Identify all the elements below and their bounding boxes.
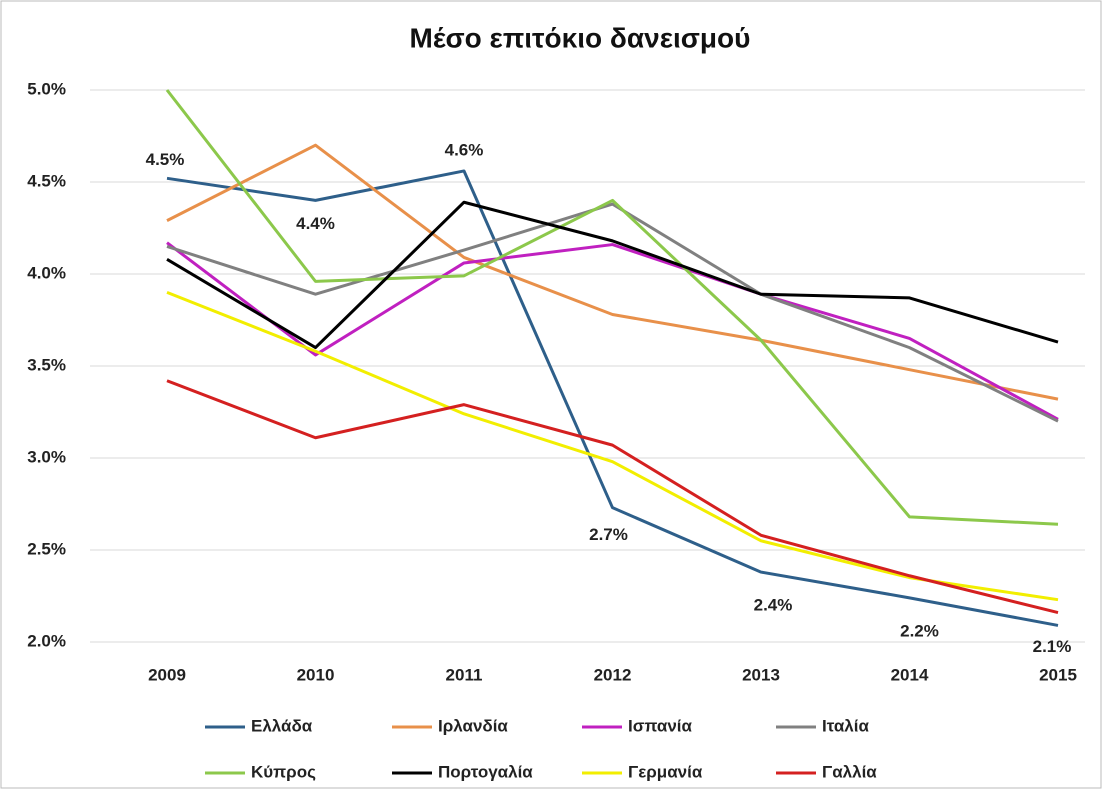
- legend-label: Ιρλανδία: [438, 716, 508, 735]
- series-line: [166, 169, 1059, 627]
- data-label: 2.1%: [1033, 637, 1072, 656]
- x-tick-label: 2012: [594, 665, 632, 684]
- x-tick-label: 2015: [1039, 665, 1077, 684]
- x-tick-label: 2013: [742, 665, 780, 684]
- series-line: [166, 291, 1059, 602]
- legend-label: Γαλλία: [822, 762, 877, 781]
- data-label: 2.2%: [900, 621, 939, 640]
- y-tick-label: 2.0%: [27, 631, 66, 650]
- x-tick-label: 2014: [891, 665, 929, 684]
- data-label: 4.5%: [146, 150, 185, 169]
- legend-label: Ισπανία: [628, 716, 693, 735]
- data-label: 4.6%: [445, 140, 484, 159]
- chart-title: Μέσο επιτόκιο δανεισμού: [410, 22, 751, 53]
- series-line: [166, 241, 1059, 421]
- legend-label: Πορτογαλία: [438, 762, 533, 781]
- data-label: 2.4%: [754, 596, 793, 615]
- data-label: 2.7%: [589, 525, 628, 544]
- series-line: [166, 202, 1059, 423]
- y-tick-label: 4.0%: [27, 263, 66, 282]
- y-tick-label: 3.0%: [27, 447, 66, 466]
- y-tick-label: 4.5%: [27, 171, 66, 190]
- series-line: [166, 143, 1059, 401]
- x-tick-label: 2010: [297, 665, 335, 684]
- legend-label: Ιταλία: [822, 716, 869, 735]
- series-line: [165, 89, 1059, 526]
- y-tick-label: 2.5%: [27, 539, 66, 558]
- legend-label: Κύπρος: [251, 762, 316, 781]
- y-tick-label: 5.0%: [27, 79, 66, 98]
- data-label: 4.4%: [296, 214, 335, 233]
- series-line: [166, 379, 1059, 615]
- legend-label: Ελλάδα: [251, 716, 313, 735]
- x-tick-label: 2009: [148, 665, 186, 684]
- x-tick-label: 2011: [446, 665, 483, 684]
- legend-label: Γερμανία: [628, 762, 703, 781]
- y-tick-label: 3.5%: [27, 355, 66, 374]
- series-line: [166, 200, 1059, 350]
